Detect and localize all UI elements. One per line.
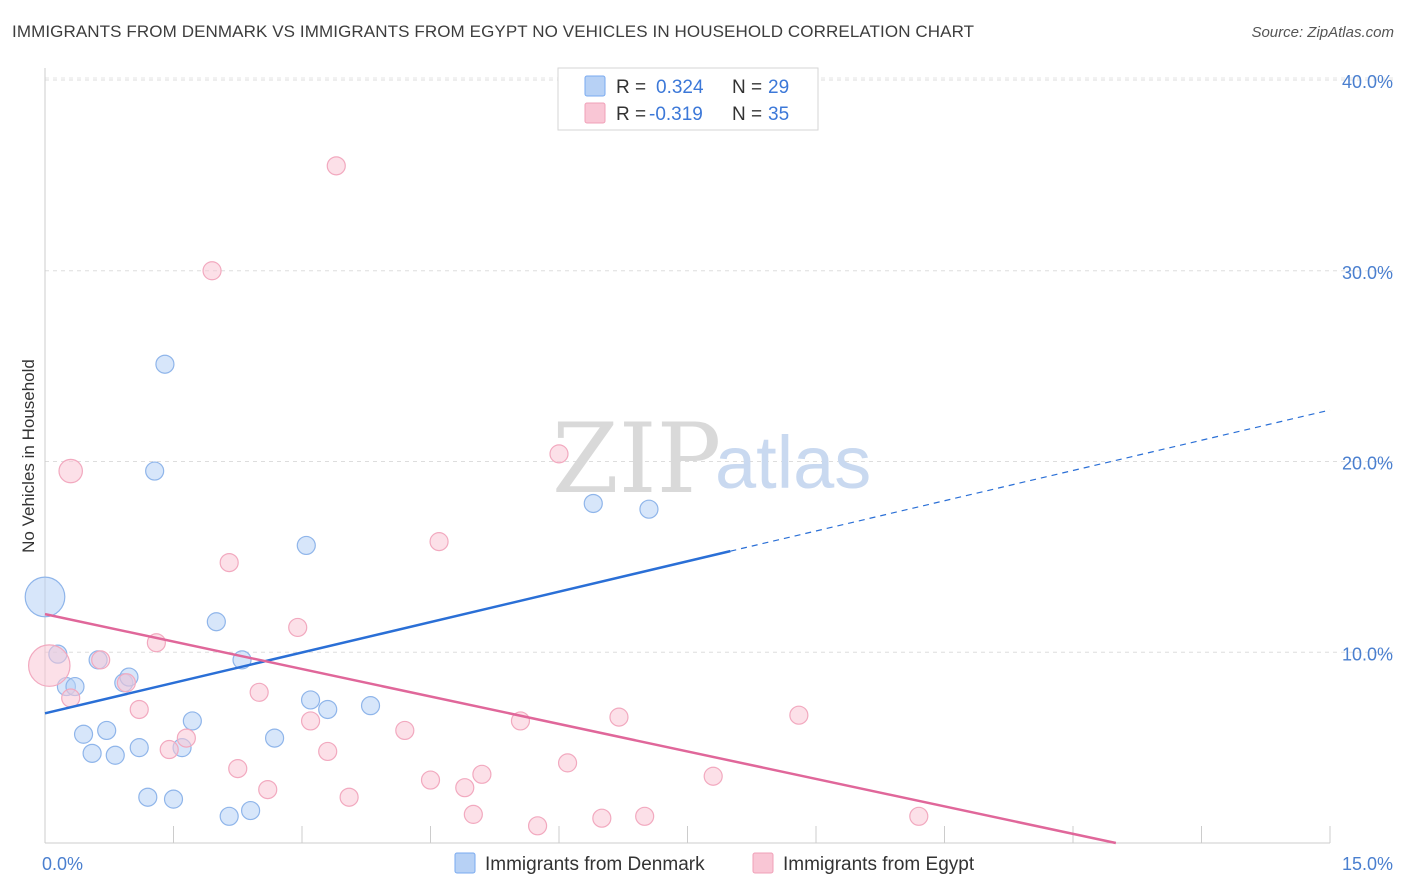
denmark-point-24 [300,690,321,710]
legend-n-value-egypt: 35 [768,104,789,125]
egypt-point-26 [527,816,548,836]
egypt-point-32 [703,766,723,786]
egypt-point-4 [116,673,136,693]
denmark-point-27 [583,493,603,514]
x-tick-label-max: 15.0% [1342,854,1393,874]
legend-n-label-denmark: N = [732,77,762,98]
egypt-point-22 [455,778,475,798]
bottom-legend-swatch-egypt [752,852,774,874]
egypt-point-14 [288,617,308,638]
bottom-legend-label-egypt: Immigrants from Egypt [783,854,975,875]
tick-labels: 10.0% 20.0% 30.0% 40.0% 0.0% 15.0% [42,72,1393,874]
egypt-point-20 [420,770,441,790]
bottom-legend: Immigrants from Denmark Immigrants from … [454,852,975,875]
egypt-point-8 [176,728,196,748]
watermark-zip: ZIP [552,403,721,515]
legend-n-value-denmark: 29 [768,77,789,98]
y-tick-label-20: 20.0% [1342,454,1393,474]
egypt-point-2 [58,458,83,484]
egypt-point-0 [27,644,71,687]
denmark-point-28 [639,499,659,519]
denmark-point-25 [318,699,338,720]
egypt-point-5 [129,699,149,720]
denmark-point-26 [360,696,381,716]
egypt-point-24 [472,764,492,784]
egypt-trend-line [44,612,1117,845]
watermark: ZIP atlas [552,403,871,515]
denmark-point-5 [82,743,102,763]
legend-r-value-denmark: 0.324 [656,77,704,98]
egypt-point-17 [326,156,346,176]
legend-n-label-egypt: N = [732,104,762,125]
egypt-point-13 [258,779,278,800]
legend-r-label-denmark: R = [616,77,646,98]
x-tick-label-min: 0.0% [42,854,83,874]
egypt-point-11 [228,759,248,779]
legend-swatch-denmark [584,75,606,97]
source-label: Source: ZipAtlas.com [1251,24,1394,41]
denmark-point-19 [219,806,239,826]
egypt-point-31 [635,806,655,826]
egypt-point-30 [609,707,629,727]
denmark-point-21 [241,800,261,821]
egypt-point-16 [318,741,338,762]
y-tick-label-40: 40.0% [1342,72,1393,92]
denmark-trend-line [44,549,731,715]
denmark-point-12 [138,787,158,807]
egypt-point-34 [909,806,929,826]
egypt-point-15 [300,711,321,731]
chart-title: IMMIGRANTS FROM DENMARK VS IMMIGRANTS FR… [12,22,975,41]
egypt-point-12 [249,682,269,702]
egypt-point-27 [549,444,569,464]
bottom-legend-label-denmark: Immigrants from Denmark [485,854,705,875]
denmark-point-23 [296,535,316,556]
legend-r-label-egypt: R = [616,104,646,125]
denmark-point-8 [105,745,125,765]
grid-lines [45,77,1395,653]
egypt-point-9 [202,261,222,281]
egypt-point-1 [61,688,81,708]
denmark-point-4 [73,724,94,744]
egypt-point-7 [159,739,179,760]
egypt-point-33 [789,705,809,725]
egypt-point-29 [592,808,612,828]
denmark-point-14 [155,354,175,374]
legend-r-value-egypt: -0.319 [649,104,703,125]
bottom-legend-swatch-denmark [454,852,476,874]
denmark-point-0 [24,576,66,618]
denmark-point-18 [206,612,226,632]
egypt-point-23 [463,804,483,824]
denmark-point-13 [145,461,165,481]
egypt-point-10 [219,552,239,573]
trend-lines [44,409,1331,845]
watermark-atlas: atlas [715,421,871,504]
legend-swatch-egypt [584,102,606,124]
denmark-point-22 [264,728,285,748]
egypt-point-19 [395,720,415,741]
y-axis-label: No Vehicles in Household [19,359,38,553]
denmark-point-15 [163,789,184,809]
denmark-point-7 [97,720,117,741]
y-tick-label-30: 30.0% [1342,263,1393,283]
data-points [24,156,929,836]
denmark-trend-extension [730,409,1331,552]
egypt-point-18 [339,787,359,807]
denmark-point-11 [129,738,149,758]
egypt-point-28 [557,753,578,773]
egypt-point-21 [429,532,449,552]
legend-box: R = 0.324 N = 29 R = -0.319 N = 35 [557,67,819,131]
egypt-point-3 [91,650,111,670]
y-tick-label-10: 10.0% [1342,644,1393,664]
denmark-point-17 [182,711,202,731]
